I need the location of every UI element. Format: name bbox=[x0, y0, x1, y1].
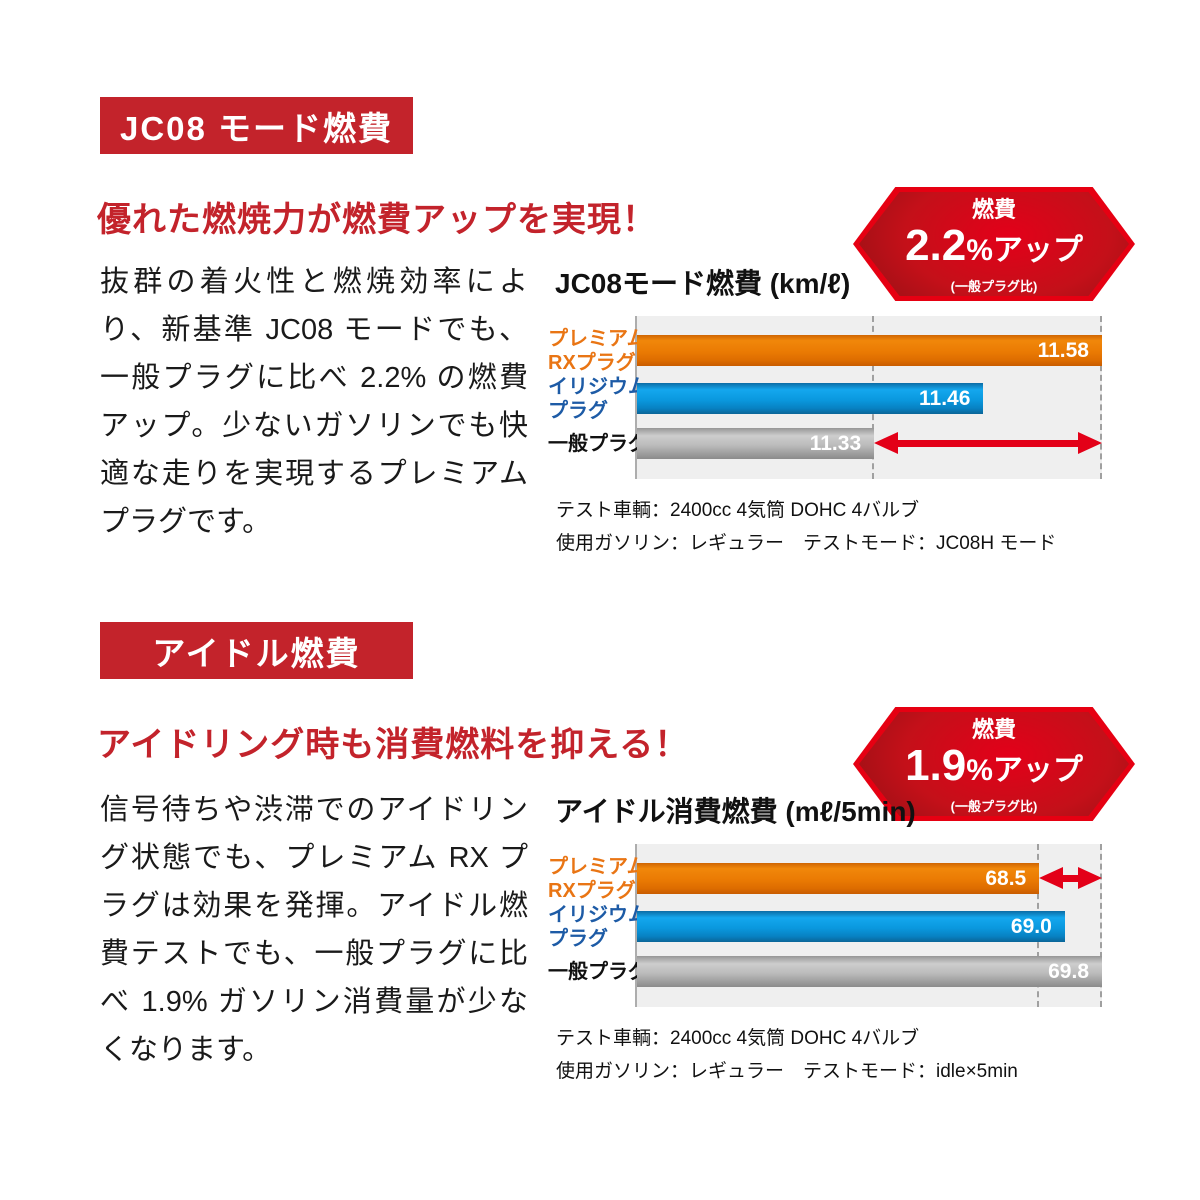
hexagon-label: 燃費 bbox=[971, 196, 1016, 222]
category-label-standard-plug: 一般プラグ bbox=[548, 960, 648, 983]
test-vehicle-note: テスト車輌：2400cc 4気筒 DOHC 4バルブ bbox=[556, 1028, 920, 1049]
test-conditions-jc08: テスト車輌：2400cc 4気筒 DOHC 4バルブ 使用ガソリン：レギュラー … bbox=[556, 494, 1056, 560]
idle-fuel-consumption-chart: アイドル消費燃費 (mℓ/5min) 68.5 69.0 69.8 プレミアム RXプ… bbox=[548, 790, 1102, 1022]
test-fuel-note: 使用ガソリン：レギュラー テストモード：idle×5min bbox=[556, 1061, 1018, 1082]
category-label-premium-rx-plug: プレミアム RXプラグ bbox=[548, 855, 647, 902]
hexagon-content: 燃費 2.2%アップ (一般プラグ比) bbox=[853, 187, 1135, 301]
section-badge-jc08: JC08 モード燃費 bbox=[100, 97, 413, 154]
test-fuel-note: 使用ガソリン：レギュラー テストモード：JC08H モード bbox=[556, 533, 1057, 554]
category-label-iridium-plug: イリジウム プラグ bbox=[548, 375, 648, 422]
fuel-up-hexagon-badge: 燃費 1.9%アップ (一般プラグ比) bbox=[853, 707, 1135, 821]
bar-value-label: 68.5 bbox=[985, 866, 1027, 890]
bar-value-label: 11.46 bbox=[919, 386, 971, 410]
bar-standard-plug: 69.8 bbox=[637, 956, 1102, 987]
test-conditions-idle: テスト車輌：2400cc 4気筒 DOHC 4バルブ 使用ガソリン：レギュラー … bbox=[556, 1022, 1018, 1088]
bar-value-label: 11.58 bbox=[1037, 338, 1089, 362]
hexagon-value-line: 1.9%アップ bbox=[905, 742, 1083, 799]
bar-value-label: 69.0 bbox=[1010, 914, 1052, 938]
comparison-arrow bbox=[874, 432, 1102, 454]
hexagon-body bbox=[859, 192, 1129, 296]
bar-iridium-plug: 11.46 bbox=[637, 383, 984, 414]
bar-value-label: 11.33 bbox=[809, 431, 862, 455]
hexagon-comparison-note: (一般プラグ比) bbox=[950, 278, 1038, 294]
comparison-arrow bbox=[1039, 867, 1102, 889]
dashed-reference-line bbox=[1100, 844, 1102, 1007]
hexagon-content: 燃費 1.9%アップ (一般プラグ比) bbox=[853, 707, 1135, 821]
bar-value-label: 69.8 bbox=[1048, 959, 1089, 983]
bar-premium-rx-plug: 11.58 bbox=[637, 335, 1102, 366]
section-body-jc08: 抜群の着火性と燃焼効率により、新基準 JC08 モードでも、一般プラグに比べ 2… bbox=[100, 266, 528, 538]
category-label-standard-plug: 一般プラグ bbox=[548, 432, 648, 455]
section-body-idle: 信号待ちや渋滞でのアイドリング状態でも、プレミアム RX プラグは効果を発揮。ア… bbox=[100, 794, 528, 1066]
hexagon-percent-value: 1.9 bbox=[905, 740, 967, 790]
chart-title: JC08モード燃費 (km/ℓ) bbox=[555, 268, 851, 299]
hexagon-percent-suffix: %アップ bbox=[966, 233, 1083, 267]
hexagon-body bbox=[859, 712, 1129, 816]
hexagon-percent-value: 2.2 bbox=[905, 220, 967, 270]
hexagon-percent-suffix: %アップ bbox=[966, 753, 1083, 787]
category-label-iridium-plug: イリジウム プラグ bbox=[548, 903, 648, 950]
section-heading-idle: アイドリング時も消費燃料を抑える！ bbox=[97, 726, 690, 764]
bar-iridium-plug: 69.0 bbox=[637, 911, 1065, 942]
hexagon-comparison-note: (一般プラグ比) bbox=[950, 798, 1038, 814]
dashed-reference-line bbox=[1100, 316, 1102, 479]
chart-plot: 68.5 69.0 69.8 bbox=[635, 844, 1102, 1007]
jc08-fuel-economy-chart: JC08モード燃費 (km/ℓ) 11.58 11.46 11.33 プレミアム RX… bbox=[548, 262, 1102, 494]
fuel-up-hexagon-badge: 燃費 2.2%アップ (一般プラグ比) bbox=[853, 187, 1135, 301]
bar-standard-plug: 11.33 bbox=[637, 428, 875, 459]
category-label-premium-rx-plug: プレミアム RXプラグ bbox=[548, 327, 647, 374]
section-heading-jc08: 優れた燃焼力が燃費アップを実現！ bbox=[97, 201, 657, 239]
chart-title: アイドル消費燃費 (mℓ/5min) bbox=[555, 796, 916, 827]
hexagon-label: 燃費 bbox=[971, 716, 1016, 742]
section-badge-idle: アイドル燃費 bbox=[100, 622, 413, 679]
bar-premium-rx-plug: 68.5 bbox=[637, 863, 1040, 894]
chart-plot: 11.58 11.46 11.33 bbox=[635, 316, 1102, 479]
test-vehicle-note: テスト車輌：2400cc 4気筒 DOHC 4バルブ bbox=[556, 500, 920, 521]
hexagon-value-line: 2.2%アップ bbox=[905, 222, 1083, 279]
